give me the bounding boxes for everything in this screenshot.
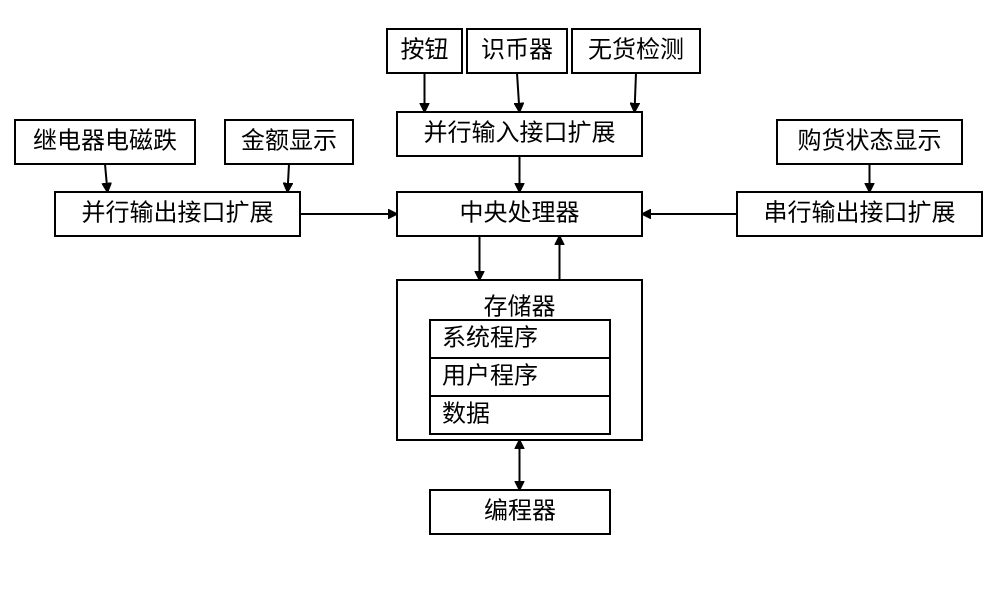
edge-amount_display-par_out <box>288 164 290 192</box>
label-cpu: 中央处理器 <box>460 199 580 226</box>
node-relay: 继电器电磁跌 <box>15 120 195 164</box>
label-par_in: 并行输入接口扩展 <box>424 119 616 146</box>
edge-no_goods-par_in <box>635 73 637 112</box>
node-button: 按钮 <box>387 29 462 73</box>
label-memory: 存储器 <box>484 293 556 320</box>
node-ser_out: 串行输出接口扩展 <box>737 192 982 236</box>
label-user_prog: 用户程序 <box>442 362 538 389</box>
label-coin_id: 识币器 <box>481 36 553 63</box>
label-button: 按钮 <box>401 36 449 63</box>
node-amount_display: 金额显示 <box>225 120 353 164</box>
node-purchase_status: 购货状态显示 <box>777 120 962 164</box>
edge-cpu-memory <box>480 236 560 280</box>
label-par_out: 并行输出接口扩展 <box>82 199 274 226</box>
node-cpu: 中央处理器 <box>397 192 642 236</box>
node-par_in: 并行输入接口扩展 <box>397 112 642 156</box>
edge-relay-par_out <box>105 164 108 192</box>
node-sys_prog: 系统程序 <box>430 320 610 358</box>
node-user_prog: 用户程序 <box>430 358 610 396</box>
node-data: 数据 <box>430 396 610 434</box>
node-coin_id: 识币器 <box>467 29 567 73</box>
label-ser_out: 串行输出接口扩展 <box>764 199 956 226</box>
label-data: 数据 <box>442 400 490 427</box>
label-programmer: 编程器 <box>484 497 556 524</box>
label-relay: 继电器电磁跌 <box>33 127 177 154</box>
node-programmer: 编程器 <box>430 490 610 534</box>
label-amount_display: 金额显示 <box>241 127 337 154</box>
label-sys_prog: 系统程序 <box>442 324 538 351</box>
node-par_out: 并行输出接口扩展 <box>55 192 300 236</box>
edge-coin_id-par_in <box>517 73 520 112</box>
label-no_goods: 无货检测 <box>588 36 684 63</box>
label-purchase_status: 购货状态显示 <box>798 127 942 154</box>
node-no_goods: 无货检测 <box>572 29 700 73</box>
